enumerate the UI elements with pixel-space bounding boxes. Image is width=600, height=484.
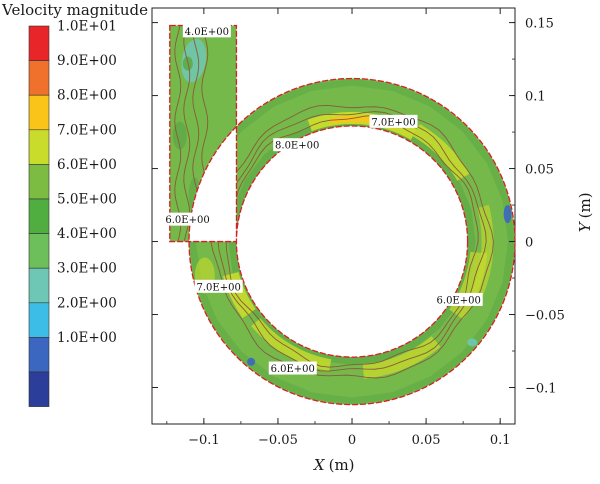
colorbar-swatches — [28, 25, 50, 407]
contour-label: 4.0E+00 — [182, 24, 231, 38]
colorbar-labels: 1.0E+01 9.0E+00 8.0E+00 7.0E+00 6.0E+00 5.0E+… — [57, 19, 117, 346]
colorbar-swatch — [28, 233, 50, 269]
colorbar-level-label: 1.0E+01 — [57, 19, 117, 35]
colorbar-swatch — [28, 94, 50, 131]
x-tick-label: −0.1 — [188, 433, 220, 448]
colorbar-swatch — [28, 337, 50, 373]
x-tick-label: 0.05 — [412, 433, 441, 448]
colorbar-level-label: 4.0E+00 — [57, 226, 117, 242]
y-tick-label: 0.05 — [525, 163, 554, 178]
y-axis-ticks: 0.15 0.1 0.05 0 −0.05 −0.1 — [152, 17, 565, 425]
x-axis-unit: (m) — [329, 456, 355, 474]
colorbar-swatch — [28, 164, 50, 200]
contour-label: 6.0E+00 — [434, 292, 483, 306]
svg-text:6.0E+00: 6.0E+00 — [271, 364, 315, 375]
svg-text:4.0E+00: 4.0E+00 — [185, 27, 229, 38]
contour-label: 6.0E+00 — [163, 212, 212, 226]
svg-text:8.0E+00: 8.0E+00 — [275, 141, 319, 152]
plot-frame — [151, 7, 516, 425]
x-tick-label: −0.05 — [258, 433, 298, 448]
svg-text:6.0E+00: 6.0E+00 — [165, 215, 209, 226]
colorbar-level-label: 1.0E+00 — [57, 330, 117, 346]
y-tick-label: −0.05 — [525, 309, 565, 324]
colorbar-swatch — [28, 371, 50, 407]
x-axis-ticks: −0.1 −0.05 0 0.05 0.1 — [166, 8, 511, 448]
colorbar-level-label: 9.0E+00 — [57, 53, 117, 69]
contour-label: 7.0E+00 — [369, 114, 418, 128]
y-tick-label: −0.1 — [525, 382, 557, 397]
colorbar-swatch — [28, 267, 50, 304]
contour-label: 8.0E+00 — [273, 138, 322, 152]
colorbar-title: Velocity magnitude — [1, 1, 148, 19]
y-axis-label: Y (m) — [576, 192, 594, 232]
svg-text:7.0E+00: 7.0E+00 — [197, 282, 241, 293]
x-axis-symbol: X — [313, 456, 326, 474]
colorbar-swatch — [28, 198, 50, 234]
x-tick-label: 0.1 — [490, 433, 511, 448]
svg-text:7.0E+00: 7.0E+00 — [371, 117, 415, 128]
colorbar-level-label: 3.0E+00 — [57, 261, 117, 277]
y-axis-symbol: Y — [576, 220, 594, 232]
x-tick-label: 0 — [348, 433, 356, 448]
contour-labels: 4.0E+00 7.0E+00 8.0E+00 6.0E+00 7.0E+00 6.0E+… — [163, 24, 483, 375]
colorbar-level-label: 8.0E+00 — [57, 88, 117, 104]
colorbar-swatch — [28, 129, 50, 165]
x-axis-label: X (m) — [313, 456, 355, 474]
y-tick-label: 0 — [525, 236, 533, 251]
colorbar-swatch — [28, 60, 50, 96]
colorbar-level-label: 5.0E+00 — [57, 192, 117, 208]
colorbar-level-label: 6.0E+00 — [57, 157, 117, 173]
colorbar-swatch — [28, 25, 50, 61]
colorbar: Velocity magnitude 1.0E+01 9.0E+00 8.0E+00… — [1, 1, 148, 407]
svg-text:6.0E+00: 6.0E+00 — [437, 295, 481, 306]
contour-label: 6.0E+00 — [268, 361, 317, 375]
y-tick-label: 0.15 — [525, 17, 554, 32]
colorbar-level-label: 7.0E+00 — [57, 122, 117, 138]
y-axis-unit: (m) — [576, 192, 594, 218]
colorbar-level-label: 2.0E+00 — [57, 295, 117, 311]
contour-label: 7.0E+00 — [194, 279, 243, 293]
colorbar-swatch — [28, 302, 50, 338]
y-tick-label: 0.1 — [525, 90, 546, 105]
